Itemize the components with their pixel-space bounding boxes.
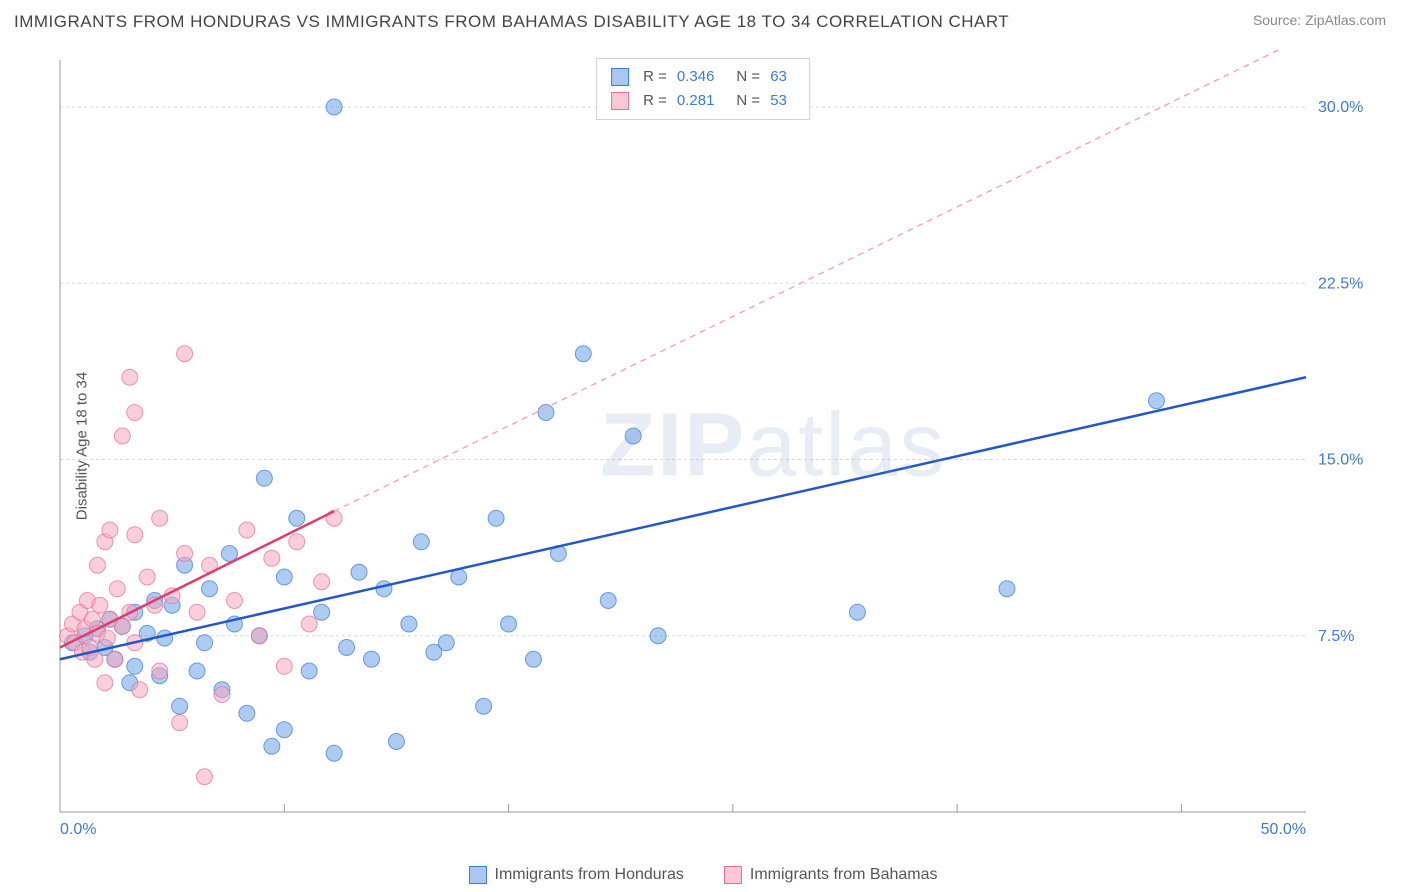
svg-text:15.0%: 15.0% — [1318, 452, 1363, 469]
source-attribution: Source: ZipAtlas.com — [1253, 12, 1386, 28]
r-value: 0.346 — [677, 65, 715, 89]
chart-title: IMMIGRANTS FROM HONDURAS VS IMMIGRANTS F… — [14, 12, 1009, 32]
legend-swatch — [611, 68, 629, 86]
legend-item: Immigrants from Honduras — [469, 866, 684, 884]
n-label: N = — [736, 65, 760, 89]
n-label: N = — [736, 89, 760, 113]
n-value: 53 — [770, 89, 787, 113]
legend-label: Immigrants from Bahamas — [750, 866, 938, 884]
legend-swatch — [724, 866, 742, 884]
series-legend: Immigrants from Honduras Immigrants from … — [0, 866, 1406, 884]
stats-legend-row: R = 0.281 N = 53 — [611, 89, 795, 113]
svg-text:22.5%: 22.5% — [1318, 275, 1363, 292]
svg-text:0.0%: 0.0% — [60, 821, 96, 838]
svg-text:50.0%: 50.0% — [1261, 821, 1306, 838]
legend-swatch — [611, 92, 629, 110]
r-label: R = — [643, 65, 667, 89]
stats-legend: R = 0.346 N = 63 R = 0.281 N = 53 — [596, 58, 810, 120]
stats-legend-row: R = 0.346 N = 63 — [611, 65, 795, 89]
r-value: 0.281 — [677, 89, 715, 113]
scatter-plot-svg: 7.5% 15.0% 22.5% 30.0% 0.0% 50.0% — [50, 50, 1376, 842]
svg-text:30.0%: 30.0% — [1318, 99, 1363, 116]
legend-label: Immigrants from Honduras — [495, 866, 684, 884]
legend-swatch — [469, 866, 487, 884]
svg-text:7.5%: 7.5% — [1318, 628, 1354, 645]
n-value: 63 — [770, 65, 787, 89]
legend-item: Immigrants from Bahamas — [724, 866, 938, 884]
r-label: R = — [643, 89, 667, 113]
chart-plot-area: 7.5% 15.0% 22.5% 30.0% 0.0% 50.0% — [50, 50, 1376, 842]
